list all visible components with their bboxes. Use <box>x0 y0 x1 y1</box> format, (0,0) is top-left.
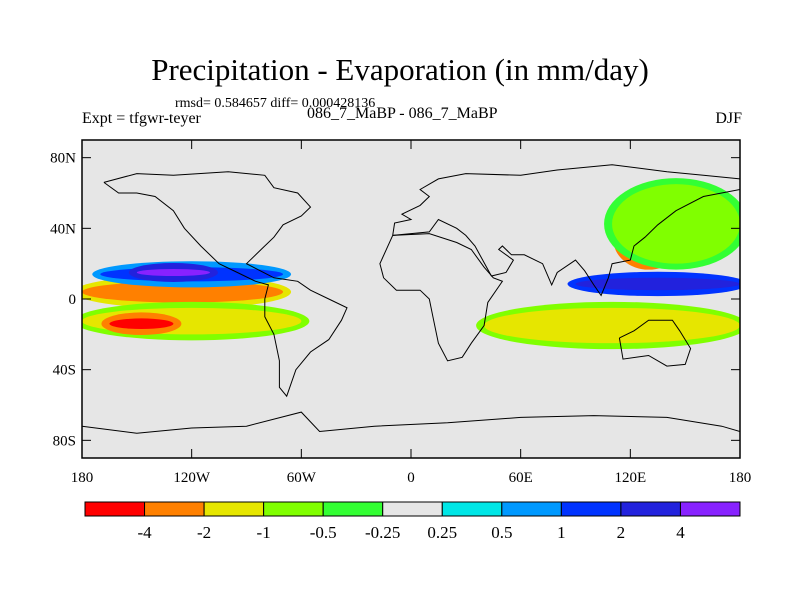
y-tick-label: 40S <box>53 363 76 379</box>
colorbar-label: 2 <box>617 523 626 542</box>
colorbar-box <box>620 501 681 517</box>
y-tick-label: 0 <box>69 292 77 308</box>
field-patch-8 <box>612 184 740 264</box>
coastline-2 <box>392 164 740 297</box>
coastline-0 <box>103 171 348 398</box>
coastline-4 <box>82 411 740 434</box>
colorbar-label: 4 <box>676 523 685 542</box>
colorbar-box <box>441 501 503 517</box>
coastline-1 <box>379 233 504 362</box>
center-label: 086_7_MaBP - 086_7_MaBP <box>307 105 498 122</box>
season-label: DJF <box>715 110 742 127</box>
colorbar-label: 0.5 <box>491 523 512 542</box>
field-patch-0 <box>82 281 284 303</box>
experiment-label: Expt = tfgwr-teyer <box>82 110 201 127</box>
colorbar-box <box>203 501 265 517</box>
colorbar-box <box>322 501 384 517</box>
colorbar-box <box>382 501 443 517</box>
chart-title: Precipitation - Evaporation (in mm/day) <box>151 52 649 87</box>
colorbar-label: 1 <box>557 523 566 542</box>
x-tick-label: 120E <box>614 470 646 486</box>
colorbar-box <box>501 501 562 517</box>
colorbar-label: -2 <box>197 523 211 542</box>
chart-subtitle: rmsd= 0.584657 diff= 0.000428136 <box>175 96 376 111</box>
field-patch-6 <box>575 277 740 291</box>
x-tick-label: 60W <box>287 470 317 486</box>
colorbar-box <box>84 501 146 517</box>
colorbar-box <box>679 501 741 517</box>
x-tick-label: 180 <box>729 470 752 486</box>
colorbar-label: -1 <box>257 523 271 542</box>
field-patch-4 <box>109 318 174 330</box>
colorbar-box <box>560 501 622 517</box>
colorbar-label: -4 <box>137 523 152 542</box>
field-layer <box>82 164 740 434</box>
colorbar-label: -0.5 <box>310 523 337 542</box>
colorbar-label: -0.25 <box>365 523 400 542</box>
x-tick-label: 0 <box>407 470 415 486</box>
y-tick-label: 40N <box>50 221 76 237</box>
colorbar-label: 0.25 <box>427 523 457 542</box>
field-patch-2 <box>136 268 210 277</box>
coastline-3 <box>618 319 692 367</box>
y-tick-label: 80N <box>50 151 76 167</box>
x-tick-label: 60E <box>509 470 533 486</box>
field-patch-5 <box>484 307 740 344</box>
x-tick-label: 120W <box>173 470 211 486</box>
colorbar-box <box>144 501 205 517</box>
y-tick-label: 80S <box>53 433 76 449</box>
x-tick-label: 180 <box>71 470 94 486</box>
colorbar-box <box>263 501 324 517</box>
